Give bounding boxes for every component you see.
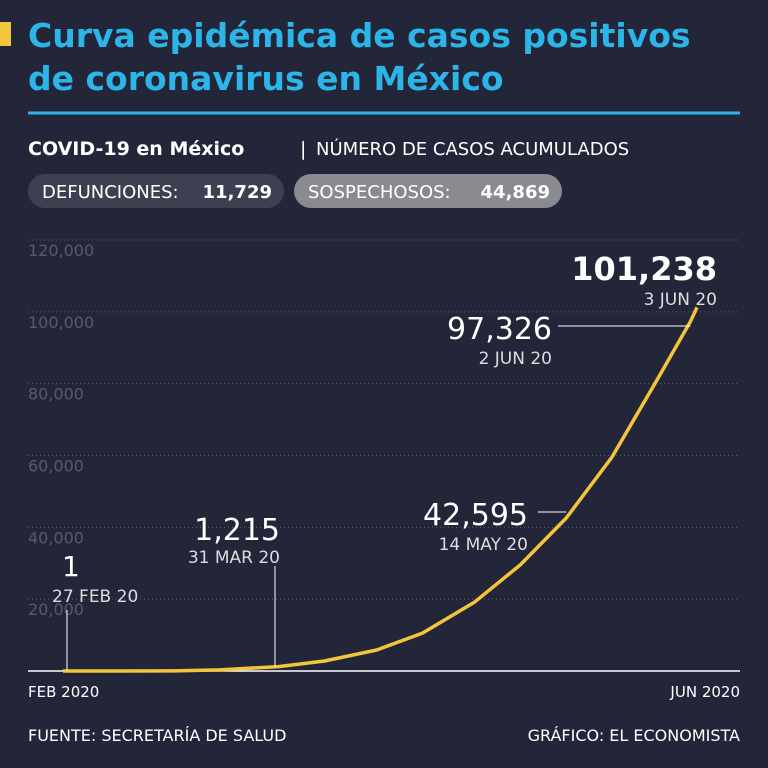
credit: GRÁFICO: EL ECONOMISTA: [528, 726, 740, 745]
y-tick-label: 40,000: [28, 528, 84, 547]
chart-title: Curva epidémica de casos positivos: [28, 16, 691, 55]
y-tick-label: 120,000: [28, 241, 94, 260]
subtitle-bold: COVID-19 en México: [28, 138, 244, 160]
value-label: 42,595: [423, 498, 528, 533]
title-marker: [0, 22, 11, 46]
stat-pill: [294, 174, 562, 208]
source: FUENTE: SECRETARÍA DE SALUD: [28, 726, 286, 745]
subtitle: NÚMERO DE CASOS ACUMULADOS: [316, 138, 629, 160]
value-label: 1,215: [194, 513, 280, 548]
y-tick-label: 20,000: [28, 600, 84, 619]
value-label: 97,326: [447, 312, 552, 347]
y-tick-label: 60,000: [28, 457, 84, 476]
date-label: 31 MAR 20: [188, 548, 280, 568]
date-label: 3 JUN 20: [644, 290, 717, 310]
value-label: 1: [62, 550, 80, 583]
stat-label: SOSPECHOSOS:: [308, 182, 451, 203]
stat-value: 11,729: [203, 182, 272, 203]
stat-pill: [28, 174, 284, 208]
subtitle-separator: |: [300, 138, 306, 160]
y-tick-label: 100,000: [28, 313, 94, 332]
date-label: 14 MAY 20: [439, 535, 528, 555]
value-label: 101,238: [571, 250, 717, 288]
chart-title: de coronavirus en México: [28, 59, 504, 98]
stat-value: 44,869: [481, 182, 550, 203]
stat-label: DEFUNCIONES:: [42, 182, 179, 203]
x-tick-label: FEB 2020: [28, 683, 99, 701]
x-tick-label: JUN 2020: [669, 683, 740, 701]
date-label: 2 JUN 20: [479, 349, 552, 369]
line: [62, 306, 699, 673]
y-tick-label: 80,000: [28, 385, 84, 404]
date-label: 27 FEB 20: [52, 587, 138, 607]
